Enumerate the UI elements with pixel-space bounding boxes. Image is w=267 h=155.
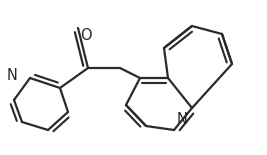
Text: O: O: [80, 29, 92, 44]
Text: N: N: [7, 69, 17, 84]
Text: N: N: [176, 113, 187, 128]
